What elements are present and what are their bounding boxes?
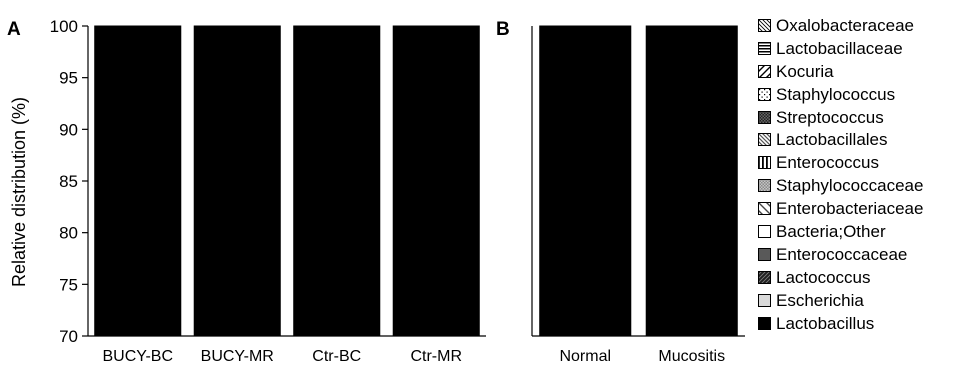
legend-swatch-rect [758, 247, 771, 261]
legend-swatch [758, 270, 771, 284]
legend-swatch [758, 202, 771, 216]
y-tick-label: 75 [59, 275, 78, 294]
legend-item-enterobacteriaceae: Enterobacteriaceae [758, 197, 972, 220]
legend-swatch-rect [758, 316, 771, 330]
legend-item-streptococcus: Streptococcus [758, 106, 972, 129]
legend-label: Enterococcaceae [776, 244, 908, 264]
y-tick-label: 100 [50, 17, 78, 36]
legend-swatch [758, 316, 771, 330]
stacked-bar-charts: A B Relative distribution (%) 70 75 80 85 90… [7, 17, 745, 365]
legend-item-escherichia: Escherichia [758, 289, 972, 312]
legend-item-lactobacillus: Lactobacillus [758, 312, 972, 335]
bar-segment-lactobacillus [645, 25, 738, 337]
legend-label: Enterobacteriaceae [776, 199, 924, 219]
legend-label: Staphylococcaceae [776, 176, 924, 196]
x-tick-label: Mucositis [658, 348, 725, 365]
legend-label: Lactococcus [776, 267, 871, 287]
y-tick-label: 95 [59, 69, 78, 88]
legend-label: Streptococcus [776, 107, 884, 127]
x-tick-label: Normal [559, 348, 611, 365]
legend-swatch-rect [758, 156, 771, 170]
legend-label: Lactobacillaceae [776, 38, 903, 58]
legend-item-kocuria: Kocuria [758, 60, 972, 83]
legend-item-enterococcaceae: Enterococcaceae [758, 243, 972, 266]
bar-outline [539, 25, 632, 337]
panel-a-plot: 70 75 80 85 90 95 100 BUCY-BC BUCY-MR Ctr-BC Ctr-M… [50, 17, 486, 365]
panel-label-a: A [7, 19, 21, 40]
legend-item-bacteria-other: Bacteria;Other [758, 220, 972, 243]
legend-swatch-rect [758, 87, 771, 101]
legend-swatch [758, 179, 771, 193]
y-tick-label: 70 [59, 327, 78, 346]
x-tick-label: Ctr-MR [410, 348, 462, 365]
legend-swatch-rect [758, 18, 771, 32]
legend-item-lactobacillales: Lactobacillales [758, 128, 972, 151]
x-tick-label: Ctr-BC [312, 348, 361, 365]
y-tick-label: 90 [59, 120, 78, 139]
y-tick-label: 80 [59, 224, 78, 243]
legend-swatch-rect [758, 270, 771, 284]
bar-outline [193, 25, 281, 337]
legend-item-lactococcus: Lactococcus [758, 266, 972, 289]
legend-swatch-rect [758, 64, 771, 78]
legend-swatch-rect [758, 110, 771, 124]
legend: Oxalobacteraceae Lactobacillaceae Kocuria S… [758, 14, 972, 334]
bar-outline [293, 25, 381, 337]
panel-b-plot: Normal Mucositis [531, 25, 745, 365]
legend-swatch [758, 87, 771, 101]
legend-swatch-rect [758, 41, 771, 55]
legend-swatch [758, 110, 771, 124]
bar-outline [94, 25, 182, 337]
legend-item-oxalobacteraceae: Oxalobacteraceae [758, 14, 972, 37]
bar-segment-lactobacillus [193, 25, 281, 337]
legend-swatch [758, 293, 771, 307]
legend-item-enterococcus: Enterococcus [758, 151, 972, 174]
legend-swatch-rect [758, 179, 771, 193]
legend-label: Kocuria [776, 61, 834, 81]
legend-item-staphylococcus: Staphylococcus [758, 83, 972, 106]
bar-segment-lactobacillus [94, 25, 182, 337]
legend-label: Lactobacillus [776, 313, 875, 333]
legend-swatch-rect [758, 224, 771, 238]
legend-swatch-rect [758, 133, 771, 147]
legend-swatch [758, 247, 771, 261]
y-axis-label: Relative distribution (%) [9, 97, 29, 287]
legend-swatch [758, 18, 771, 32]
legend-swatch [758, 224, 771, 238]
legend-label: Lactobacillales [776, 130, 888, 150]
legend-swatch-rect [758, 293, 771, 307]
legend-swatch [758, 64, 771, 78]
bar-outline [645, 25, 738, 337]
legend-label: Enterococcus [776, 153, 879, 173]
panel-label-b: B [496, 19, 510, 40]
legend-item-staphylococcaceae: Staphylococcaceae [758, 174, 972, 197]
x-tick-label: BUCY-BC [102, 348, 173, 365]
legend-swatch [758, 41, 771, 55]
bar-segment-lactobacillus [539, 25, 632, 337]
legend-label: Oxalobacteraceae [776, 15, 914, 35]
legend-item-lactobacillaceae: Lactobacillaceae [758, 37, 972, 60]
legend-swatch [758, 156, 771, 170]
bar-segment-lactobacillus [293, 25, 381, 337]
bar-outline [392, 25, 480, 337]
legend-label: Bacteria;Other [776, 221, 886, 241]
legend-swatch [758, 133, 771, 147]
legend-label: Escherichia [776, 290, 864, 310]
legend-label: Staphylococcus [776, 84, 896, 104]
legend-swatch-rect [758, 202, 771, 216]
y-tick-label: 85 [59, 172, 78, 191]
x-tick-label: BUCY-MR [201, 348, 274, 365]
bar-segment-lactobacillus [392, 25, 480, 337]
